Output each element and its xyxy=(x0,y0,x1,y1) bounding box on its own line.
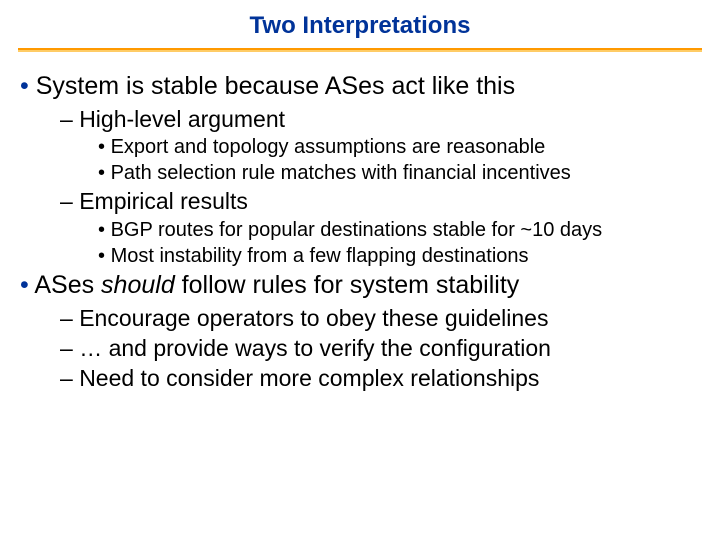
bullet-icon: • xyxy=(20,271,29,299)
slide: Two Interpretations • System is stable b… xyxy=(0,0,720,540)
bullet-text: … and provide ways to verify the configu… xyxy=(79,335,551,361)
bullet-level2: – Empirical results xyxy=(60,186,702,216)
slide-title: Two Interpretations xyxy=(18,12,702,40)
bullet-text: Empirical results xyxy=(79,188,248,214)
bullet-level2: – High-level argument xyxy=(60,104,702,134)
bullet-level3: • Most instability from a few flapping d… xyxy=(98,243,702,269)
bullet-level2: – … and provide ways to verify the confi… xyxy=(60,333,702,363)
bullet-text-pre: ASes xyxy=(34,271,101,299)
bullet-text: Encourage operators to obey these guidel… xyxy=(79,305,548,331)
bullet-text-italic: should xyxy=(101,271,175,299)
bullet-level2: – Need to consider more complex relation… xyxy=(60,363,702,393)
bullet-text: Need to consider more complex relationsh… xyxy=(79,365,539,391)
bullet-level3: • Path selection rule matches with finan… xyxy=(98,160,702,186)
bullet-text-post: follow rules for system stability xyxy=(175,271,520,299)
bullet-level2: – Encourage operators to obey these guid… xyxy=(60,303,702,333)
bullet-text: System is stable because ASes act like t… xyxy=(36,72,515,100)
slide-content: • System is stable because ASes act like… xyxy=(18,70,702,394)
bullet-level1: • ASes should follow rules for system st… xyxy=(20,269,702,301)
title-divider xyxy=(18,48,702,52)
bullet-text: Export and topology assumptions are reas… xyxy=(111,136,546,158)
bullet-text: Most instability from a few flapping des… xyxy=(111,245,529,267)
bullet-text: High-level argument xyxy=(79,106,285,132)
bullet-text: BGP routes for popular destinations stab… xyxy=(111,219,603,241)
bullet-text: Path selection rule matches with financi… xyxy=(111,162,571,184)
bullet-level3: • BGP routes for popular destinations st… xyxy=(98,217,702,243)
bullet-icon: • xyxy=(20,72,29,100)
bullet-level3: • Export and topology assumptions are re… xyxy=(98,134,702,160)
bullet-level1: • System is stable because ASes act like… xyxy=(20,70,702,102)
